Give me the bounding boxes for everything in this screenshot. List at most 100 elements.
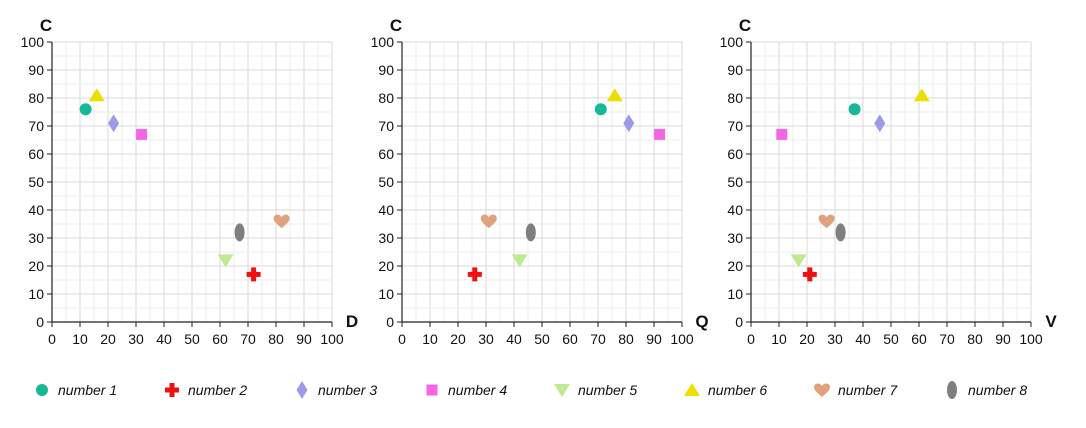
x-tick-label: 10 (422, 331, 438, 347)
x-tick-label: 50 (883, 331, 899, 347)
y-tick-label: 30 (28, 230, 44, 246)
x-axis-title: V (1045, 312, 1057, 331)
legend-item-number-6: number 6 (684, 382, 767, 398)
scatter-panel-2: 0 10 20 30 40 50 60 70 80 90 100 0 10 20 30 40 50 60 70 80 9… (371, 16, 709, 347)
data-point-number-4 (654, 128, 666, 140)
y-tick-label: 70 (378, 118, 394, 134)
legend-marker-number-6 (684, 383, 700, 396)
data-point-number-8 (234, 223, 245, 242)
y-tick-label: 10 (28, 286, 44, 302)
x-tick-label: 80 (967, 331, 983, 347)
y-tick-label: 50 (727, 174, 743, 190)
scatter-panel-3: 0 10 20 30 40 50 60 70 80 90 100 0 10 20 30 40 50 60 70 80 9… (720, 16, 1058, 347)
legend-item-number-4: number 4 (426, 382, 507, 398)
legend-item-number-5: number 5 (554, 382, 637, 398)
x-tick-label: 20 (799, 331, 815, 347)
data-point-number-2 (802, 267, 817, 282)
x-tick-label: 60 (212, 331, 228, 347)
y-tick-label: 70 (727, 118, 743, 134)
x-tick-label: 20 (100, 331, 116, 347)
data-point-number-2 (467, 267, 482, 282)
y-tick-label: 70 (28, 118, 44, 134)
y-tick-label: 10 (378, 286, 394, 302)
legend-label-number-4: number 4 (448, 382, 507, 398)
x-tick-label: 100 (320, 331, 344, 347)
y-tick-label: 80 (28, 90, 44, 106)
legend-marker-number-8 (947, 381, 957, 399)
y-tick-label: 30 (727, 230, 743, 246)
y-tick-label: 0 (386, 314, 394, 330)
x-tick-label: 70 (240, 331, 256, 347)
data-point-number-7 (273, 214, 290, 229)
x-tick-label: 80 (618, 331, 634, 347)
x-tick-label: 100 (1019, 331, 1043, 347)
legend-marker-number-5 (554, 384, 570, 397)
x-tick-label: 70 (939, 331, 955, 347)
y-axis-title: C (40, 16, 52, 35)
y-tick-label: 30 (378, 230, 394, 246)
data-point-number-8 (835, 223, 846, 242)
data-point-number-4 (776, 128, 788, 140)
x-tick-label: 100 (670, 331, 694, 347)
x-tick-label: 50 (534, 331, 550, 347)
y-tick-label: 50 (378, 174, 394, 190)
legend-item-number-1: number 1 (36, 382, 117, 398)
data-point-number-4 (136, 128, 148, 140)
legend-label-number-7: number 7 (838, 382, 898, 398)
data-point-number-5 (217, 254, 234, 268)
y-tick-label: 100 (720, 34, 744, 50)
y-tick-label: 20 (727, 258, 743, 274)
y-tick-label: 10 (727, 286, 743, 302)
x-tick-label: 90 (296, 331, 312, 347)
data-point-number-1 (848, 103, 861, 116)
x-tick-label: 20 (450, 331, 466, 347)
y-axis-title: C (390, 16, 402, 35)
legend-marker-number-3 (296, 381, 308, 399)
y-tick-label: 0 (735, 314, 743, 330)
data-point-number-3 (108, 114, 120, 133)
x-tick-label: 0 (747, 331, 755, 347)
x-tick-label: 60 (911, 331, 927, 347)
x-tick-label: 10 (72, 331, 88, 347)
x-axis-title: D (346, 312, 358, 331)
y-tick-label: 60 (727, 146, 743, 162)
x-tick-label: 0 (48, 331, 56, 347)
y-tick-label: 60 (378, 146, 394, 162)
y-tick-label: 20 (28, 258, 44, 274)
x-tick-label: 90 (646, 331, 662, 347)
data-point-number-3 (623, 114, 635, 133)
x-tick-label: 60 (562, 331, 578, 347)
y-tick-label: 90 (727, 62, 743, 78)
legend-label-number-8: number 8 (968, 382, 1027, 398)
data-point-number-6 (88, 88, 105, 102)
legend-marker-number-1 (36, 384, 48, 396)
data-point-number-6 (913, 88, 930, 102)
x-tick-label: 90 (995, 331, 1011, 347)
x-axis-title: Q (695, 312, 708, 331)
x-tick-label: 0 (398, 331, 406, 347)
data-point-number-1 (594, 103, 607, 116)
y-tick-label: 50 (28, 174, 44, 190)
y-tick-label: 40 (727, 202, 743, 218)
data-point-number-2 (246, 267, 261, 282)
y-tick-label: 80 (378, 90, 394, 106)
y-tick-label: 90 (378, 62, 394, 78)
legend-label-number-3: number 3 (318, 382, 377, 398)
data-point-number-1 (79, 103, 92, 116)
legend-label-number-6: number 6 (708, 382, 767, 398)
data-point-number-7 (818, 214, 835, 229)
x-tick-label: 30 (128, 331, 144, 347)
x-tick-label: 40 (506, 331, 522, 347)
legend-item-number-7: number 7 (814, 382, 898, 398)
x-tick-label: 80 (268, 331, 284, 347)
y-axis-title: C (739, 16, 751, 35)
y-tick-label: 0 (36, 314, 44, 330)
y-tick-label: 60 (28, 146, 44, 162)
legend-label-number-2: number 2 (188, 382, 247, 398)
y-tick-label: 40 (28, 202, 44, 218)
x-tick-label: 30 (827, 331, 843, 347)
y-tick-label: 100 (21, 34, 45, 50)
y-tick-label: 20 (378, 258, 394, 274)
